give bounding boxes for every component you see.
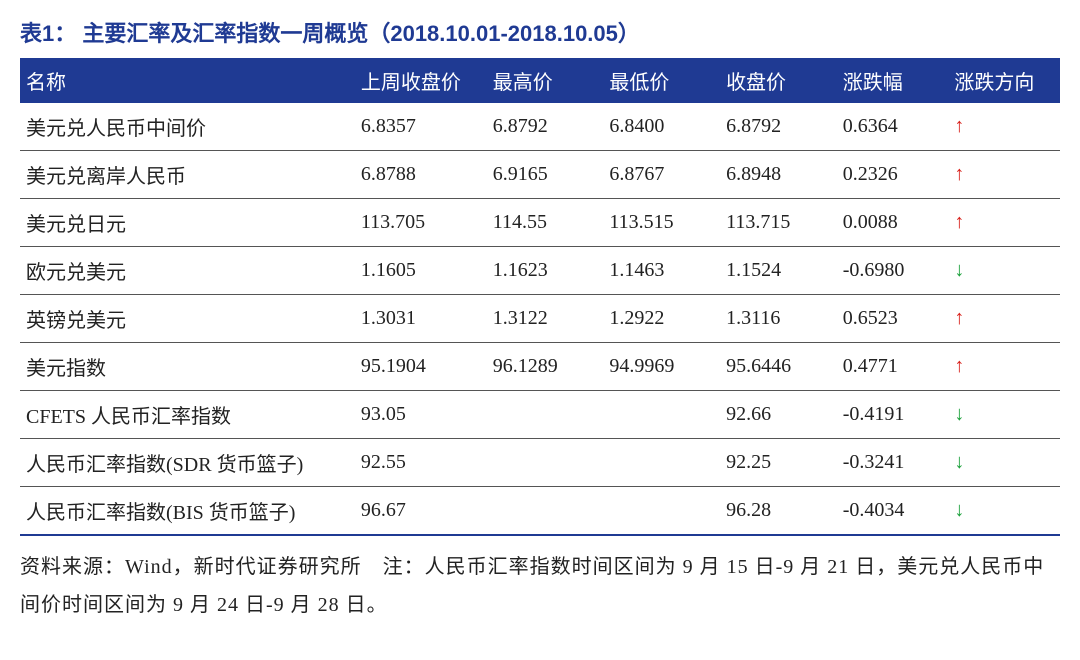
col-header-low: 最低价 <box>603 58 720 103</box>
table-row: 欧元兑美元1.16051.16231.14631.1524-0.6980↓ <box>20 247 1060 295</box>
cell-prev-close: 6.8357 <box>355 103 487 151</box>
cell-name: 美元指数 <box>20 343 355 391</box>
col-header-name: 名称 <box>20 58 355 103</box>
cell-low <box>603 439 720 487</box>
cell-name: 美元兑日元 <box>20 199 355 247</box>
cell-high: 114.55 <box>487 199 604 247</box>
cell-name: 人民币汇率指数(BIS 货币篮子) <box>20 487 355 536</box>
cell-name: 美元兑人民币中间价 <box>20 103 355 151</box>
cell-low: 113.515 <box>603 199 720 247</box>
table-header-row: 名称 上周收盘价 最高价 最低价 收盘价 涨跌幅 涨跌方向 <box>20 58 1060 103</box>
cell-change: 0.2326 <box>837 151 949 199</box>
fx-table: 名称 上周收盘价 最高价 最低价 收盘价 涨跌幅 涨跌方向 美元兑人民币中间价6… <box>20 58 1060 536</box>
cell-change: 0.6523 <box>837 295 949 343</box>
cell-name: 欧元兑美元 <box>20 247 355 295</box>
col-header-high: 最高价 <box>487 58 604 103</box>
cell-direction: ↓ <box>948 391 1060 439</box>
cell-prev-close: 92.55 <box>355 439 487 487</box>
arrow-up-icon: ↑ <box>954 163 964 185</box>
cell-close: 1.3116 <box>720 295 837 343</box>
cell-direction: ↑ <box>948 151 1060 199</box>
cell-high: 1.3122 <box>487 295 604 343</box>
cell-direction: ↑ <box>948 343 1060 391</box>
cell-close: 113.715 <box>720 199 837 247</box>
table-row: 美元兑离岸人民币6.87886.91656.87676.89480.2326↑ <box>20 151 1060 199</box>
cell-change: 0.0088 <box>837 199 949 247</box>
cell-prev-close: 93.05 <box>355 391 487 439</box>
cell-direction: ↓ <box>948 247 1060 295</box>
arrow-down-icon: ↓ <box>954 259 964 281</box>
cell-low: 6.8400 <box>603 103 720 151</box>
cell-high: 96.1289 <box>487 343 604 391</box>
table-title: 表1： 主要汇率及汇率指数一周概览（2018.10.01-2018.10.05） <box>20 16 1060 48</box>
cell-name: 人民币汇率指数(SDR 货币篮子) <box>20 439 355 487</box>
cell-high <box>487 487 604 536</box>
cell-close: 92.25 <box>720 439 837 487</box>
cell-high: 1.1623 <box>487 247 604 295</box>
cell-prev-close: 95.1904 <box>355 343 487 391</box>
cell-close: 92.66 <box>720 391 837 439</box>
cell-change: -0.3241 <box>837 439 949 487</box>
table-row: 美元兑人民币中间价6.83576.87926.84006.87920.6364↑ <box>20 103 1060 151</box>
cell-low: 1.1463 <box>603 247 720 295</box>
cell-low: 6.8767 <box>603 151 720 199</box>
cell-name: CFETS 人民币汇率指数 <box>20 391 355 439</box>
cell-change: -0.4034 <box>837 487 949 536</box>
cell-direction: ↓ <box>948 439 1060 487</box>
cell-prev-close: 1.1605 <box>355 247 487 295</box>
arrow-up-icon: ↑ <box>954 115 964 137</box>
cell-high <box>487 391 604 439</box>
cell-direction: ↑ <box>948 199 1060 247</box>
cell-close: 1.1524 <box>720 247 837 295</box>
table-row: 美元指数95.190496.128994.996995.64460.4771↑ <box>20 343 1060 391</box>
table-row: CFETS 人民币汇率指数93.05 92.66-0.4191↓ <box>20 391 1060 439</box>
cell-high: 6.8792 <box>487 103 604 151</box>
cell-low <box>603 487 720 536</box>
cell-name: 英镑兑美元 <box>20 295 355 343</box>
arrow-up-icon: ↑ <box>954 211 964 233</box>
arrow-down-icon: ↓ <box>954 451 964 473</box>
cell-prev-close: 6.8788 <box>355 151 487 199</box>
cell-change: 0.4771 <box>837 343 949 391</box>
cell-high: 6.9165 <box>487 151 604 199</box>
cell-prev-close: 1.3031 <box>355 295 487 343</box>
cell-low: 94.9969 <box>603 343 720 391</box>
cell-change: -0.6980 <box>837 247 949 295</box>
cell-prev-close: 96.67 <box>355 487 487 536</box>
cell-change: -0.4191 <box>837 391 949 439</box>
table-row: 人民币汇率指数(BIS 货币篮子)96.67 96.28-0.4034↓ <box>20 487 1060 536</box>
arrow-up-icon: ↑ <box>954 355 964 377</box>
col-header-dir: 涨跌方向 <box>948 58 1060 103</box>
cell-close: 6.8948 <box>720 151 837 199</box>
cell-low: 1.2922 <box>603 295 720 343</box>
col-header-prev: 上周收盘价 <box>355 58 487 103</box>
col-header-change: 涨跌幅 <box>837 58 949 103</box>
cell-close: 96.28 <box>720 487 837 536</box>
table-row: 英镑兑美元1.30311.31221.29221.31160.6523↑ <box>20 295 1060 343</box>
table-footnote: 资料来源：Wind，新时代证券研究所 注：人民币汇率指数时间区间为 9 月 15… <box>20 548 1060 624</box>
cell-change: 0.6364 <box>837 103 949 151</box>
cell-close: 6.8792 <box>720 103 837 151</box>
cell-prev-close: 113.705 <box>355 199 487 247</box>
cell-direction: ↓ <box>948 487 1060 536</box>
table-row: 人民币汇率指数(SDR 货币篮子)92.55 92.25-0.3241↓ <box>20 439 1060 487</box>
table-row: 美元兑日元113.705114.55113.515113.7150.0088↑ <box>20 199 1060 247</box>
cell-direction: ↑ <box>948 295 1060 343</box>
arrow-up-icon: ↑ <box>954 307 964 329</box>
arrow-down-icon: ↓ <box>954 499 964 521</box>
cell-high <box>487 439 604 487</box>
col-header-close: 收盘价 <box>720 58 837 103</box>
cell-close: 95.6446 <box>720 343 837 391</box>
table-body: 美元兑人民币中间价6.83576.87926.84006.87920.6364↑… <box>20 103 1060 535</box>
cell-low <box>603 391 720 439</box>
cell-name: 美元兑离岸人民币 <box>20 151 355 199</box>
arrow-down-icon: ↓ <box>954 403 964 425</box>
cell-direction: ↑ <box>948 103 1060 151</box>
